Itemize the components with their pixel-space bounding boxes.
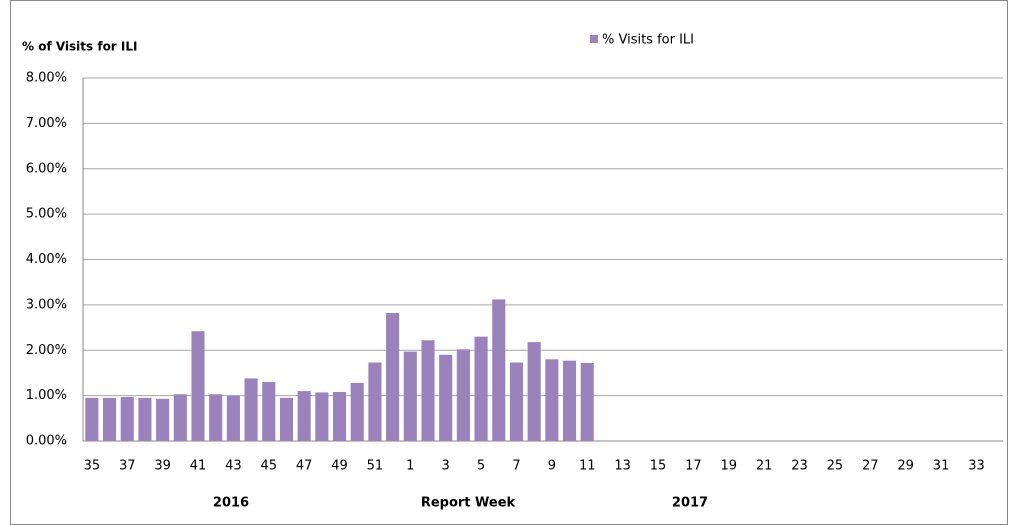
x-tick-label: 39	[154, 459, 171, 474]
x-tick-label: 9	[548, 459, 556, 474]
x-tick-label: 27	[862, 459, 879, 474]
x-tick-label: 5	[477, 459, 485, 474]
bar	[244, 378, 258, 441]
x-tick-label: 13	[614, 459, 631, 474]
x-tick-label: 33	[968, 459, 985, 474]
bar	[209, 394, 223, 441]
x-axis-title: Report Week	[421, 496, 516, 511]
bar	[226, 395, 240, 441]
bar	[474, 336, 488, 441]
x-tick-label: 21	[756, 459, 773, 474]
bar	[350, 382, 364, 441]
x-tick-label: 49	[331, 459, 348, 474]
x-tick-label: 51	[367, 459, 384, 474]
bar	[120, 396, 134, 441]
legend-label: % Visits for ILI	[602, 33, 694, 48]
x-tick-label: 43	[225, 459, 242, 474]
bar	[527, 342, 541, 441]
y-tick-label: 3.00%	[26, 297, 67, 312]
x-tick-label: 35	[84, 459, 101, 474]
bar	[562, 360, 577, 441]
year-label: 2016	[213, 496, 249, 511]
x-tick-label: 1	[406, 459, 414, 474]
y-tick-label: 8.00%	[26, 71, 67, 86]
chart-border	[10, 0, 1008, 525]
bar	[138, 397, 152, 441]
y-tick-label: 7.00%	[26, 116, 67, 131]
x-tick-label: 45	[260, 459, 277, 474]
bar	[102, 397, 117, 441]
x-tick-label: 17	[685, 459, 702, 474]
y-tick-label: 2.00%	[26, 343, 67, 358]
bar	[386, 313, 400, 441]
y-tick-label: 4.00%	[26, 252, 67, 267]
bar	[439, 354, 453, 441]
y-tick-label: 5.00%	[26, 207, 67, 222]
x-tick-label: 3	[442, 459, 450, 474]
x-tick-label: 15	[650, 459, 667, 474]
x-tick-label: 29	[897, 459, 914, 474]
x-tick-label: 41	[190, 459, 207, 474]
bar	[403, 351, 417, 441]
x-tick-label: 31	[933, 459, 950, 474]
bar	[297, 391, 311, 441]
bar	[315, 392, 329, 441]
bar	[173, 394, 187, 441]
x-tick-label: 11	[579, 459, 596, 474]
bar	[279, 397, 294, 441]
bar	[456, 349, 470, 441]
bar	[262, 382, 276, 441]
y-tick-label: 1.00%	[26, 388, 67, 403]
y-tick-label: 6.00%	[26, 161, 67, 176]
bar	[191, 331, 205, 441]
bar	[492, 299, 506, 441]
bar	[509, 362, 524, 441]
bar	[85, 397, 99, 441]
bar	[580, 362, 594, 441]
legend-swatch	[590, 35, 598, 43]
y-axis-title: % of Visits for ILI	[22, 40, 137, 54]
x-tick-label: 25	[827, 459, 844, 474]
x-tick-label: 47	[296, 459, 313, 474]
bar	[332, 391, 347, 441]
x-tick-label: 37	[119, 459, 136, 474]
x-tick-label: 23	[791, 459, 808, 474]
year-label: 2017	[672, 496, 708, 511]
bar	[368, 362, 382, 441]
x-tick-label: 7	[512, 459, 520, 474]
bar	[545, 359, 559, 441]
x-tick-label: 19	[720, 459, 737, 474]
y-tick-label: 0.00%	[26, 434, 67, 449]
bar	[156, 398, 170, 441]
bar	[421, 340, 435, 441]
